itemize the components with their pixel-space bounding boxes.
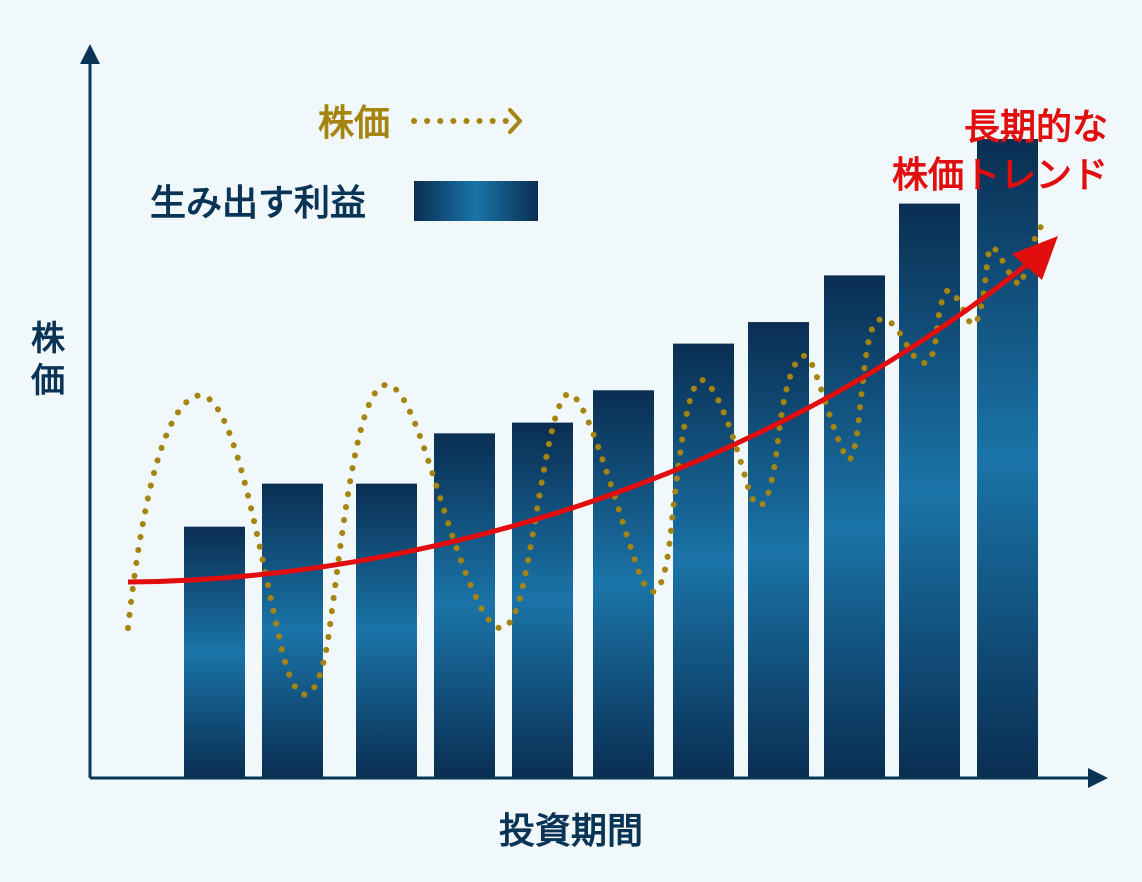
profit-bar	[748, 322, 809, 778]
trend-label-line2: 株価トレンド	[891, 155, 1108, 196]
y-axis-arrow-icon	[80, 44, 100, 64]
profit-bar	[434, 433, 495, 778]
y-axis-label-text: 株価	[26, 318, 70, 402]
profit-bar	[184, 526, 245, 778]
y-axis-label: 株価	[26, 318, 70, 402]
trend-label: 長期的な 株価トレンド	[892, 104, 1108, 200]
profit-bar	[899, 203, 960, 779]
legend-profit-label: 生み出す利益	[150, 183, 367, 224]
y-axis-label-char: 株	[31, 319, 65, 359]
trend-label-line1: 長期的な	[963, 107, 1108, 148]
bars-group	[184, 138, 1038, 779]
legend-price-arrow-icon	[508, 108, 522, 134]
profit-bar	[356, 483, 417, 778]
x-axis-label: 投資期間	[498, 811, 643, 852]
profit-bar	[262, 483, 323, 778]
legend-price-label: 株価	[318, 103, 391, 144]
x-axis-arrow-icon	[1088, 768, 1108, 788]
profit-bar	[673, 343, 734, 778]
legend-profit-swatch	[414, 181, 538, 221]
y-axis-label-char: 価	[31, 361, 65, 401]
profit-bar	[824, 275, 885, 778]
trend-line	[127, 260, 1032, 585]
trend-arrow-icon	[1012, 236, 1058, 280]
profit-bar	[977, 138, 1038, 779]
